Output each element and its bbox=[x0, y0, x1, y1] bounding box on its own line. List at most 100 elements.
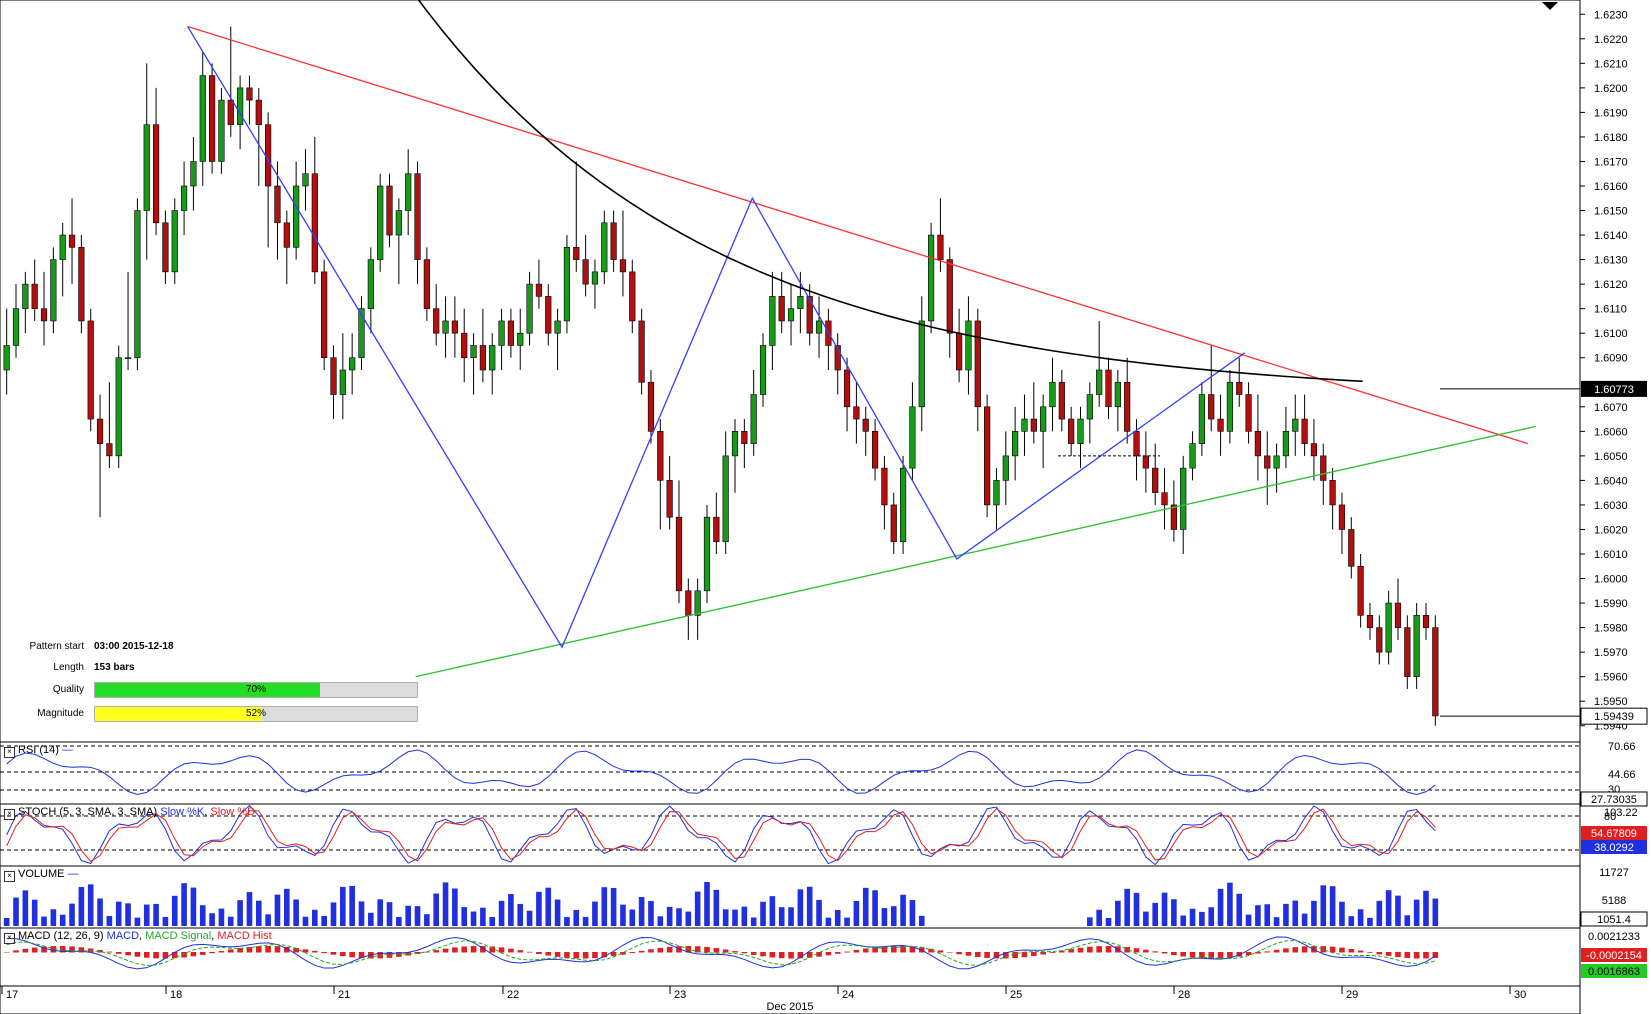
time-tick-label: 22 bbox=[507, 989, 519, 1001]
candle-body bbox=[787, 308, 795, 322]
candle bbox=[1385, 590, 1392, 665]
stoch-label[interactable]: × STOCH (5, 3, SMA, 3, SMA) Slow %K, Slow… bbox=[4, 806, 255, 820]
price-tick-label: 1.6020 bbox=[1594, 524, 1628, 536]
candle-body bbox=[68, 234, 76, 248]
macd-hist-bar bbox=[1339, 947, 1345, 953]
candle-body bbox=[657, 431, 664, 481]
candle-body bbox=[293, 185, 300, 248]
candle bbox=[517, 308, 524, 370]
macd-hist-bar bbox=[554, 952, 561, 957]
macd-hist-bar bbox=[1292, 947, 1299, 953]
candles bbox=[3, 26, 1439, 726]
candle bbox=[1310, 419, 1318, 481]
volume-bar bbox=[778, 907, 785, 926]
macd-label[interactable]: × MACD (12, 26, 9) MACD, MACD Signal, MAC… bbox=[4, 930, 272, 944]
time-tick-label: 25 bbox=[1010, 989, 1022, 1001]
candle-body bbox=[321, 271, 328, 359]
volume-bar bbox=[629, 909, 636, 926]
candle-body bbox=[405, 173, 412, 211]
candle bbox=[984, 394, 991, 518]
volume-bar bbox=[834, 909, 841, 926]
volume-bar bbox=[134, 917, 141, 926]
volume-bar bbox=[153, 903, 159, 926]
candle-body bbox=[1170, 504, 1177, 530]
macd-hist-bar bbox=[853, 949, 860, 953]
candle-body bbox=[498, 320, 505, 346]
volume-bar bbox=[41, 916, 47, 926]
macd-hist-bar bbox=[1404, 952, 1411, 958]
close-icon[interactable]: × bbox=[4, 809, 15, 820]
candle bbox=[741, 419, 748, 469]
volume-bar bbox=[1199, 911, 1205, 926]
candle-body bbox=[12, 308, 20, 346]
volume-bar bbox=[1096, 909, 1102, 926]
candle-body bbox=[237, 87, 244, 125]
volume-bar bbox=[293, 899, 299, 926]
macd-hist-bar bbox=[97, 949, 103, 953]
price-pane-frame bbox=[0, 0, 1581, 743]
close-icon[interactable]: × bbox=[4, 747, 15, 758]
macd-hist-bar bbox=[722, 949, 729, 953]
macd-hist-bar bbox=[1077, 947, 1084, 953]
macd-hist-tag-text: -0.0002154 bbox=[1586, 950, 1642, 962]
price-tick-label: 1.6190 bbox=[1594, 107, 1628, 119]
volume-bar bbox=[13, 897, 19, 926]
candle bbox=[283, 210, 290, 285]
volume-bar bbox=[87, 884, 94, 926]
candle-body bbox=[451, 320, 458, 334]
stoch-k-tag-text: 54.67809 bbox=[1591, 828, 1637, 840]
candle-body bbox=[1254, 431, 1262, 457]
candle bbox=[377, 173, 384, 272]
price-tick-label: 1.6180 bbox=[1594, 132, 1628, 144]
candle bbox=[489, 333, 496, 395]
price-tick-label: 1.6150 bbox=[1594, 206, 1628, 218]
candle-body bbox=[890, 504, 897, 543]
candle-body bbox=[302, 173, 309, 187]
candle-body bbox=[601, 222, 608, 273]
candle bbox=[1077, 406, 1084, 469]
stoch-axis-label: 103.22 bbox=[1604, 807, 1638, 819]
price-tick-label: 1.6040 bbox=[1594, 475, 1628, 487]
candle-body bbox=[871, 431, 879, 469]
volume-bar bbox=[321, 915, 327, 926]
candle-body bbox=[1161, 492, 1168, 506]
candle bbox=[974, 308, 981, 432]
price-tick-label: 1.6200 bbox=[1594, 83, 1628, 95]
volume-label[interactable]: × VOLUME — bbox=[4, 868, 79, 882]
overlays bbox=[187, 0, 1580, 717]
volume-bar bbox=[582, 916, 589, 926]
time-tick-label: 23 bbox=[674, 989, 686, 1001]
candle-body bbox=[1189, 443, 1196, 469]
price-tick-label: 1.6160 bbox=[1594, 181, 1628, 193]
candle-body bbox=[675, 516, 683, 592]
close-icon[interactable]: × bbox=[4, 871, 15, 882]
candle-body bbox=[1096, 369, 1103, 395]
candle bbox=[293, 161, 300, 260]
candle-body bbox=[1348, 529, 1355, 567]
macd-hist-bar bbox=[1189, 952, 1196, 958]
candle bbox=[1086, 382, 1093, 444]
macd-hist-bar bbox=[1320, 946, 1327, 953]
volume-bar bbox=[1180, 915, 1187, 926]
candle bbox=[470, 333, 477, 395]
candle bbox=[171, 198, 178, 285]
macd-hist-bar bbox=[1283, 948, 1289, 953]
volume-bar bbox=[694, 891, 701, 926]
macd-hist-bar bbox=[676, 946, 682, 953]
rsi-label[interactable]: × RSI (14) — bbox=[4, 744, 73, 758]
volume-bar bbox=[405, 905, 411, 926]
candle bbox=[1292, 394, 1299, 456]
candle-body bbox=[461, 332, 468, 359]
candle-body bbox=[115, 357, 122, 457]
scroll-marker-icon[interactable] bbox=[1542, 2, 1558, 10]
price-tick-label: 1.6230 bbox=[1594, 9, 1628, 21]
volume-bar bbox=[1087, 917, 1093, 926]
macd-hist-bar bbox=[526, 951, 533, 953]
close-icon[interactable]: × bbox=[4, 933, 15, 944]
candle bbox=[115, 345, 122, 469]
sma-price-tag-text: 1.60773 bbox=[1594, 384, 1634, 396]
last-price-tag bbox=[1580, 707, 1648, 725]
time-tick-label: 18 bbox=[170, 989, 182, 1001]
macd-hist-bar bbox=[209, 952, 215, 954]
